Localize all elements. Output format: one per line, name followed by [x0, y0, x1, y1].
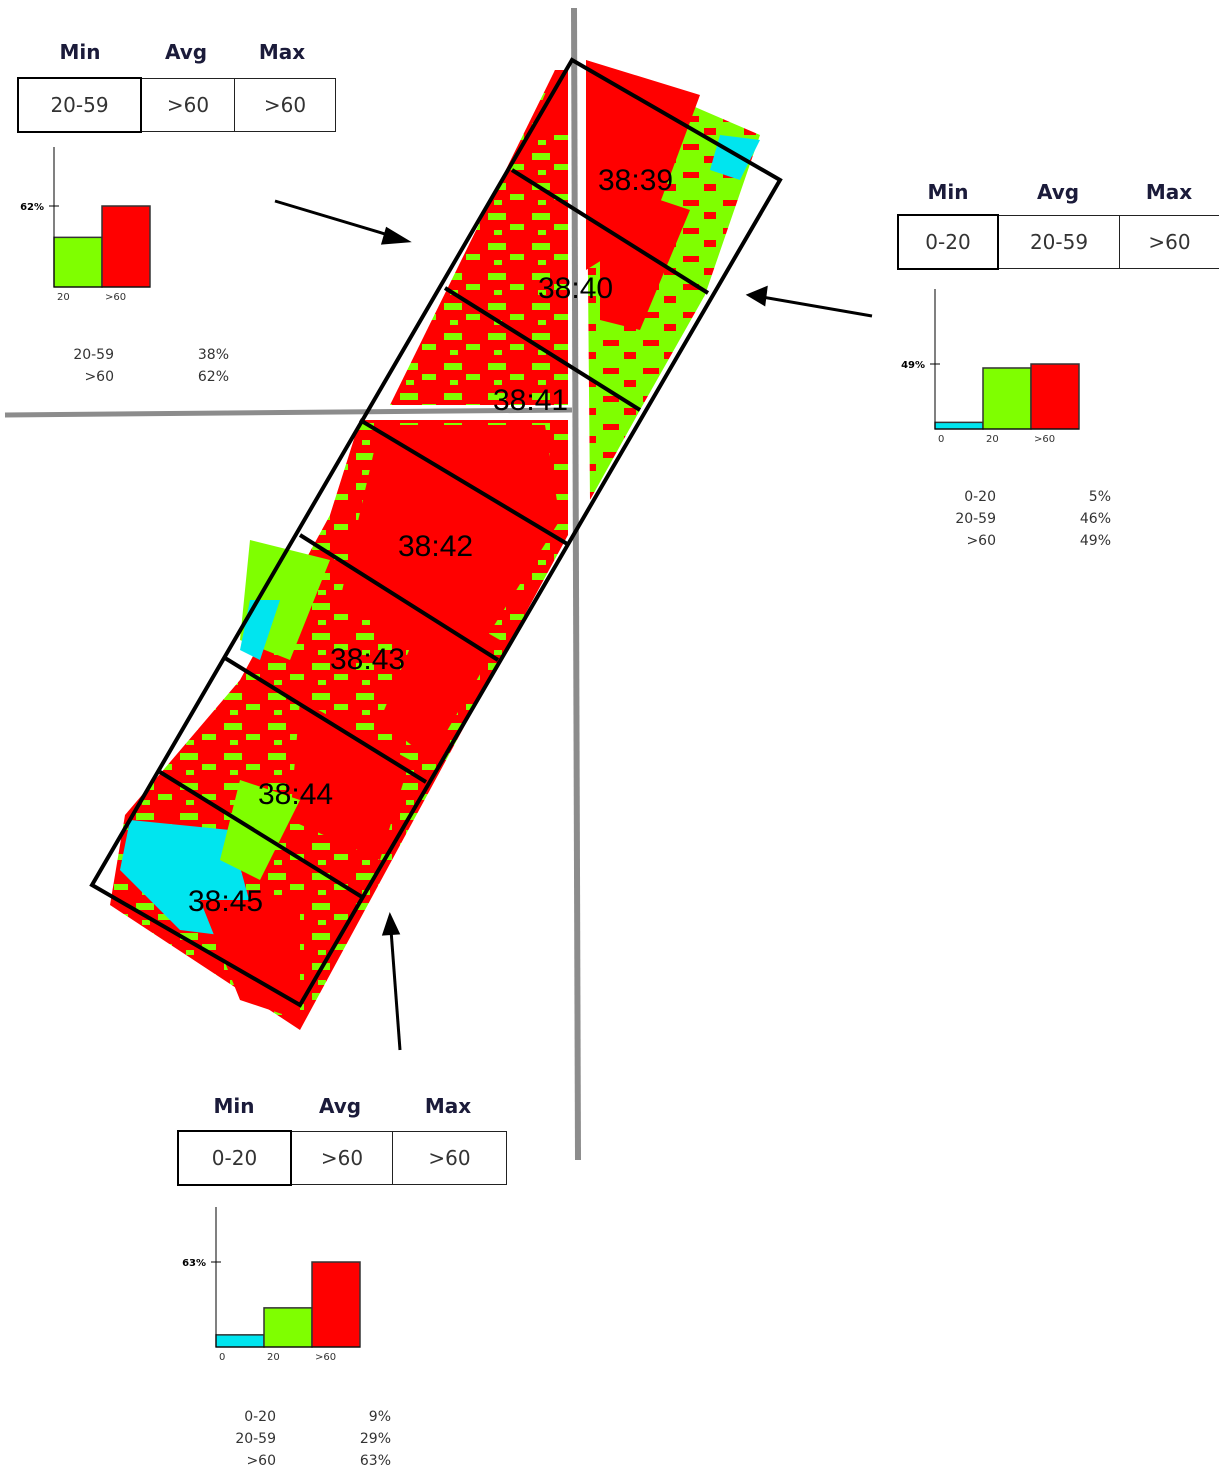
header-avg: Avg	[164, 40, 208, 64]
stats-row: 20-59 >60 >60	[17, 77, 336, 133]
road-vertical	[571, 7, 581, 1161]
histogram-bar	[934, 421, 984, 430]
histogram-bar	[53, 236, 103, 288]
min-value: 0-20	[177, 1130, 292, 1186]
avg-value: >60	[142, 79, 235, 131]
stats-panel-right: Min Avg Max 0-20 20-59 >60 0 20 >60 49% 0-2…	[880, 150, 1219, 570]
histogram-bar	[1030, 363, 1080, 430]
histogram: 20 >60 62%	[20, 147, 151, 303]
header-max: Max	[1145, 180, 1193, 204]
range-percent: 5%	[1088, 489, 1111, 505]
tick-label: 20	[57, 292, 70, 303]
distribution-row: >60 62%	[54, 366, 229, 388]
header-min: Min	[927, 180, 969, 204]
tick-label: 0	[219, 1352, 225, 1363]
range-percent: 46%	[1079, 511, 1111, 527]
header-max: Max	[424, 1094, 472, 1118]
stats-row: 0-20 20-59 >60	[897, 214, 1219, 270]
range-percent: 29%	[359, 1431, 391, 1447]
range-label: 0-20	[244, 1409, 276, 1425]
histogram: 0 20 >60 63%	[182, 1207, 361, 1363]
max-value: >60	[428, 1146, 471, 1170]
histogram-bar	[101, 205, 151, 288]
range-label: >60	[246, 1453, 276, 1469]
zone-label-38-42: 38:42	[398, 530, 473, 563]
tick-label: >60	[315, 1352, 336, 1363]
max-value: >60	[263, 93, 307, 117]
field-coverage	[110, 60, 760, 1030]
distribution-table: 0-20 9% 20-59 29% >60 63%	[216, 1406, 391, 1472]
range-percent: 63%	[359, 1453, 391, 1469]
zone-label-38-45: 38:45	[188, 885, 263, 918]
range-label: 20-59	[235, 1431, 276, 1447]
histogram: 0 20 >60 49%	[901, 289, 1080, 445]
tick-label: >60	[1034, 434, 1055, 445]
range-label: >60	[84, 369, 114, 385]
max-value: >60	[1148, 230, 1191, 254]
header-avg: Avg	[318, 1094, 362, 1118]
range-percent: 9%	[368, 1409, 391, 1425]
histogram-bar	[263, 1307, 313, 1348]
stats-panel-bottom: Min Avg Max 0-20 >60 >60 0 20 >60 63% 0-20 9…	[160, 1080, 540, 1474]
histogram-bar	[982, 367, 1032, 430]
range-percent: 38%	[197, 347, 229, 363]
pointer-arrows	[274, 199, 873, 1051]
distribution-row: 20-59 38%	[54, 344, 229, 366]
zone-label-38-40: 38:40	[538, 272, 613, 305]
tick-label: >60	[105, 292, 126, 303]
stats-panel-top-left: Min Avg Max 20-59 >60 >60 20 >60 62% 20-59…	[0, 0, 360, 400]
histogram-bar	[215, 1334, 265, 1348]
range-label: >60	[966, 533, 996, 549]
range-label: 0-20	[964, 489, 996, 505]
avg-value: >60	[292, 1132, 393, 1184]
min-value: 20-59	[17, 77, 142, 133]
range-label: 20-59	[955, 511, 996, 527]
road-horizontal	[4, 407, 573, 418]
tick-label: 20	[267, 1352, 280, 1363]
distribution-row: 20-59 29%	[216, 1428, 391, 1450]
peak-label: 49%	[901, 360, 925, 371]
zone-label-38-39: 38:39	[598, 164, 673, 197]
distribution-row: >60 63%	[216, 1450, 391, 1472]
avg-value: 20-59	[999, 216, 1120, 268]
distribution-row: 0-20 5%	[936, 486, 1111, 508]
stats-row: 0-20 >60 >60	[177, 1130, 507, 1186]
distribution-row: 0-20 9%	[216, 1406, 391, 1428]
peak-label: 63%	[182, 1258, 206, 1269]
zone-label-38-43: 38:43	[330, 643, 405, 676]
distribution-table: 20-59 38% >60 62%	[54, 344, 229, 388]
peak-label: 62%	[20, 202, 44, 213]
zone-outlines	[89, 57, 783, 1008]
header-min: Min	[213, 1094, 255, 1118]
header-avg: Avg	[1036, 180, 1080, 204]
min-value: 0-20	[897, 214, 999, 270]
zone-label-38-44: 38:44	[258, 778, 333, 811]
range-label: 20-59	[73, 347, 114, 363]
distribution-table: 0-20 5% 20-59 46% >60 49%	[936, 486, 1111, 552]
zone-label-38-41: 38:41	[493, 384, 568, 417]
range-percent: 62%	[197, 369, 229, 385]
header-max: Max	[258, 40, 306, 64]
tick-label: 20	[986, 434, 999, 445]
histogram-bar	[311, 1261, 361, 1348]
distribution-row: 20-59 46%	[936, 508, 1111, 530]
distribution-row: >60 49%	[936, 530, 1111, 552]
tick-label: 0	[938, 434, 944, 445]
range-percent: 49%	[1079, 533, 1111, 549]
header-min: Min	[59, 40, 101, 64]
